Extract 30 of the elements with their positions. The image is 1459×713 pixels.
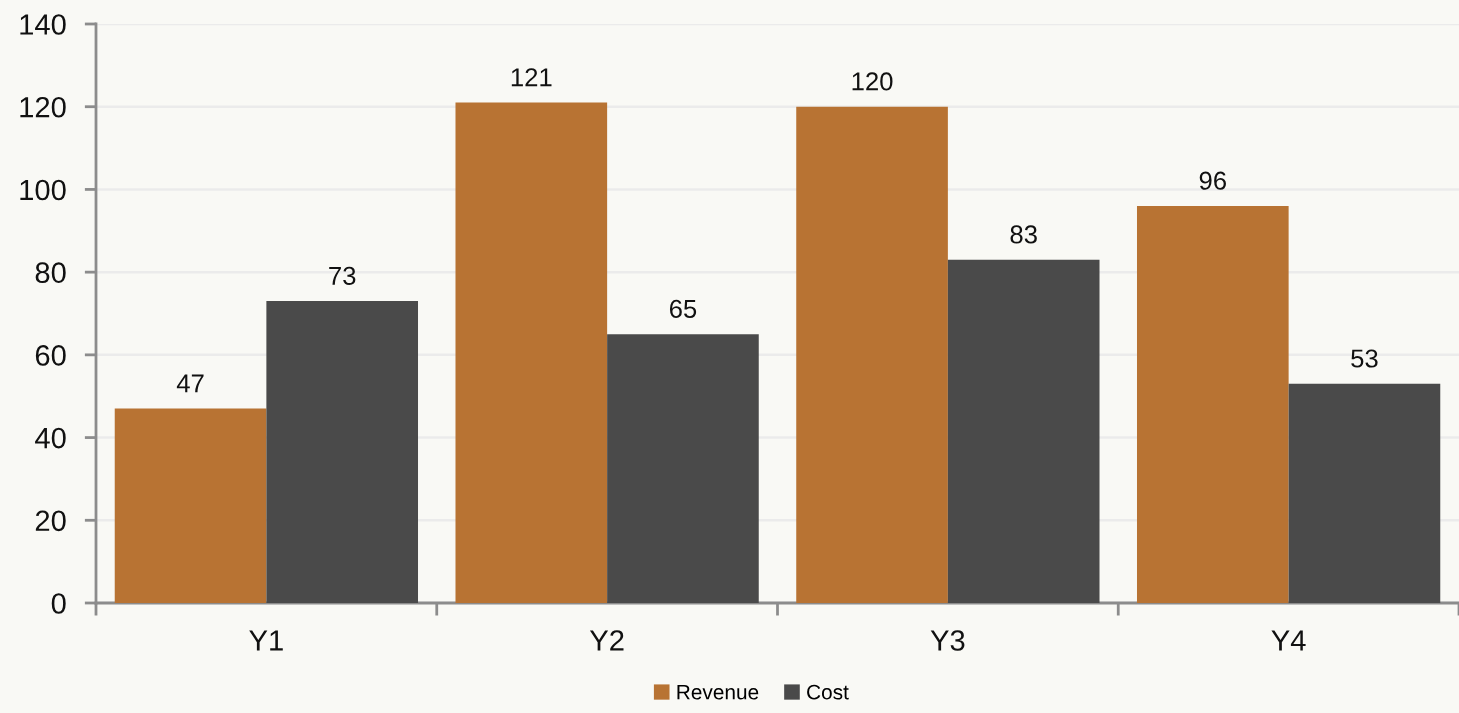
- bar: [607, 334, 759, 603]
- x-tick-label: Y3: [930, 630, 965, 651]
- y-tick-label: 40: [35, 427, 66, 449]
- y-tick-label: 100: [20, 179, 66, 201]
- bar: [1288, 383, 1441, 603]
- data-label: 65: [669, 299, 697, 318]
- x-tick-label: Y2: [589, 630, 624, 651]
- y-tick-label: 120: [20, 96, 66, 118]
- y-tick-label: 0: [51, 593, 66, 614]
- bar: [114, 408, 267, 603]
- legend-label: Revenue: [677, 684, 759, 700]
- bar: [947, 259, 1100, 603]
- data-label: 96: [1199, 171, 1226, 190]
- bar: [455, 102, 608, 603]
- bar: [1136, 205, 1289, 603]
- data-label: 121: [511, 68, 552, 87]
- legend-label: Cost: [807, 684, 849, 700]
- bar: [266, 301, 419, 603]
- data-label: 73: [329, 266, 356, 285]
- x-tick-label: Y1: [249, 630, 283, 651]
- data-label: 53: [1351, 349, 1378, 368]
- y-tick-label: 80: [35, 262, 66, 283]
- data-label: 120: [852, 72, 893, 91]
- y-tick-label: 140: [20, 14, 66, 35]
- bar: [796, 106, 948, 603]
- y-tick-label: 60: [35, 345, 66, 366]
- y-tick-label: 20: [35, 510, 66, 532]
- x-tick-label: Y4: [1271, 630, 1306, 651]
- data-label: 47: [176, 374, 204, 393]
- data-label: 83: [1010, 225, 1037, 244]
